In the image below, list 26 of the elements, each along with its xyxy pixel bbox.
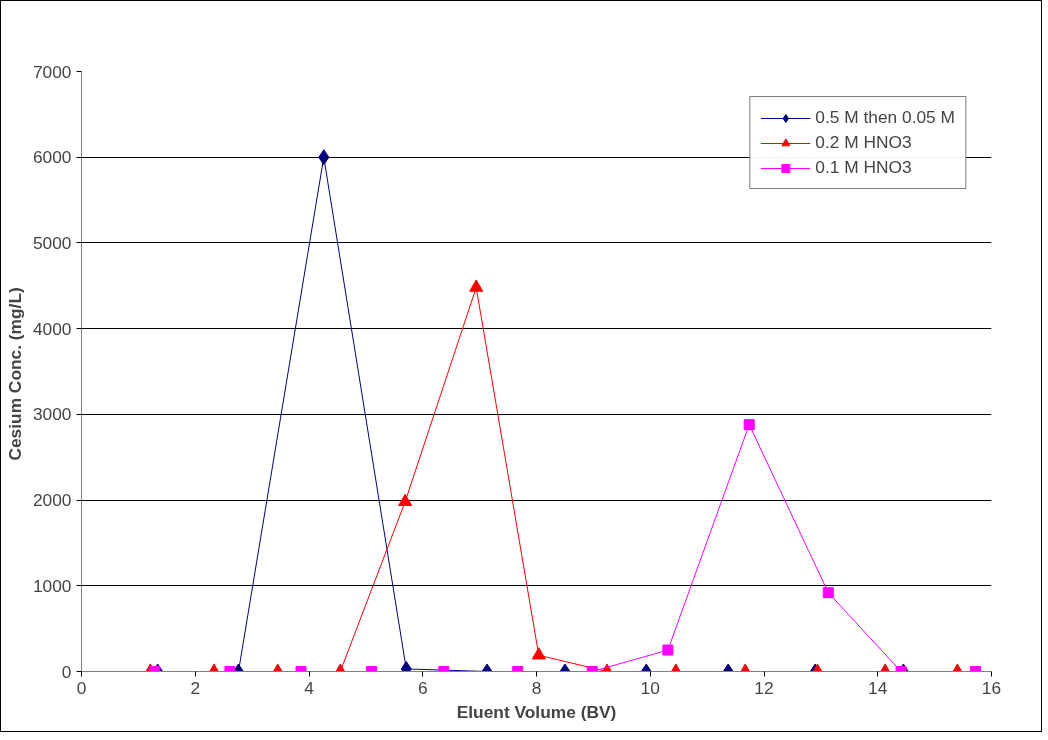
x-tick-label: 16 [981, 677, 1002, 698]
x-tick-label: 2 [190, 677, 201, 698]
x-tick-label: 12 [754, 677, 774, 698]
legend-label: 0.5 M then 0.05 M [815, 107, 955, 128]
y-tick-label: 1000 [32, 575, 72, 596]
x-tick-label: 10 [640, 677, 660, 698]
legend-label: 0.2 M HNO3 [815, 132, 912, 153]
x-tick-label: 14 [868, 677, 888, 698]
x-axis-title: Eluent Volume (BV) [456, 701, 617, 722]
y-tick-label: 6000 [32, 147, 72, 168]
point [531, 647, 546, 660]
x-tick-label: 6 [417, 677, 428, 698]
y-axis-title: Cesium Conc. (mg/L) [4, 287, 25, 461]
point [318, 149, 330, 166]
x-tick-label: 0 [76, 677, 87, 698]
legend-label: 0.1 M HNO3 [815, 157, 912, 178]
point [398, 493, 413, 507]
y-tick-label: 7000 [32, 61, 72, 82]
y-tick-label: 0 [61, 661, 72, 682]
point [469, 279, 484, 292]
y-tick-label: 5000 [32, 232, 72, 253]
x-tick-label: 8 [531, 677, 542, 698]
y-tick-label: 4000 [32, 318, 72, 339]
y-tick-label: 3000 [32, 404, 72, 425]
y-tick-label: 2000 [32, 490, 72, 511]
x-tick-label: 4 [304, 677, 315, 698]
